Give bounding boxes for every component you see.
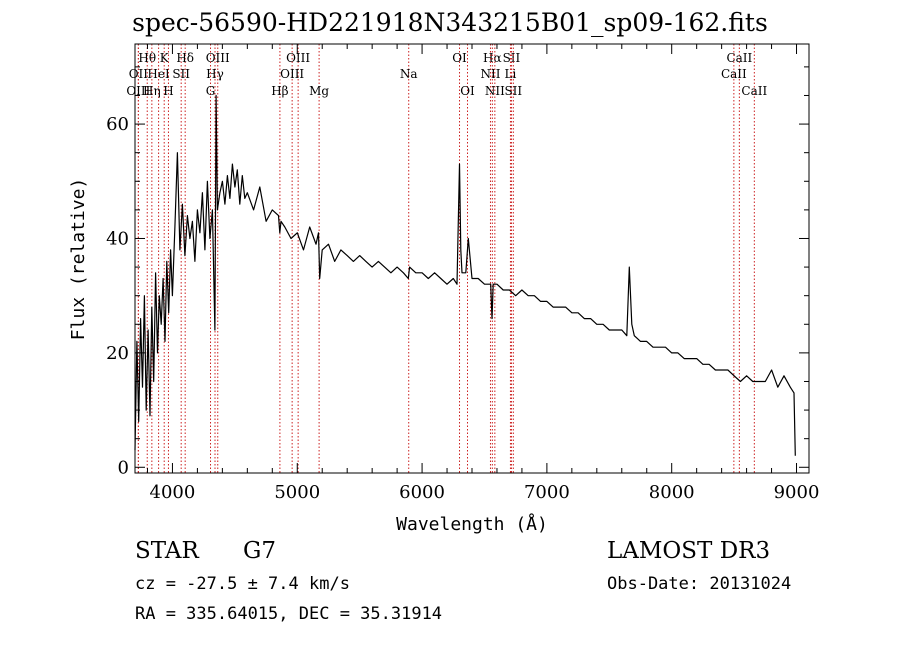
- line-marker-label: SII: [504, 84, 522, 98]
- x-tick-label: 4000: [150, 482, 196, 503]
- y-tick-label: 0: [118, 457, 129, 478]
- line-marker-label: SII: [172, 67, 190, 81]
- line-marker-label: K: [160, 51, 170, 65]
- x-tick-label: 5000: [274, 482, 320, 503]
- redshift-cz: cz = -27.5 ± 7.4 km/s: [135, 574, 350, 594]
- object-subclass: G7: [243, 538, 277, 564]
- line-marker-label: Hβ: [271, 84, 288, 98]
- survey-name: LAMOST DR3: [607, 538, 771, 564]
- y-tick-label: 20: [106, 343, 129, 364]
- y-tick-label: 60: [106, 114, 129, 135]
- object-class: STAR: [135, 538, 199, 564]
- x-axis-label: Wavelength (Å): [396, 513, 548, 535]
- line-marker-label: Li: [505, 67, 517, 81]
- line-marker-label: G: [206, 84, 216, 98]
- line-marker-label: Mg: [309, 84, 329, 98]
- line-marker-label: Hδ: [176, 51, 194, 65]
- y-axis-label: Flux (relative): [68, 178, 89, 341]
- chart-title: spec-56590-HD221918N343215B01_sp09-162.f…: [132, 8, 768, 37]
- line-marker-label: Hα: [483, 51, 502, 65]
- line-marker-label: Hη: [143, 84, 161, 98]
- line-marker-label: CaII: [741, 84, 767, 98]
- observation-date: Obs-Date: 20131024: [607, 574, 792, 594]
- line-marker-label: OI: [452, 51, 467, 65]
- line-marker-label: H: [163, 84, 173, 98]
- x-tick-label: 9000: [774, 482, 820, 503]
- line-marker-label: SII: [503, 51, 521, 65]
- x-tick-label: 7000: [524, 482, 570, 503]
- x-tick-label: 6000: [399, 482, 445, 503]
- line-marker-label: OII: [129, 67, 149, 81]
- line-marker-label: Hθ: [138, 51, 156, 65]
- line-marker-label: OIII: [206, 51, 230, 65]
- ra-dec-coordinates: RA = 335.64015, DEC = 35.31914: [135, 604, 443, 624]
- line-marker-label: Hγ: [206, 67, 224, 81]
- line-marker-label: NII: [485, 84, 505, 98]
- spectrum-line: [134, 94, 796, 456]
- line-marker-label: HeI: [147, 67, 170, 81]
- plot-frame: [134, 43, 810, 474]
- line-marker-label: Na: [400, 67, 418, 81]
- x-tick-label: 8000: [649, 482, 695, 503]
- line-marker-label: CaII: [726, 51, 752, 65]
- line-marker-label: OIII: [126, 84, 150, 98]
- line-marker-label: OI: [460, 84, 475, 98]
- line-marker-label: NII: [480, 67, 500, 81]
- y-tick-label: 40: [106, 228, 129, 249]
- line-marker-label: CaII: [721, 67, 747, 81]
- line-marker-label: OIII: [286, 51, 310, 65]
- line-marker-label: OIII: [280, 67, 304, 81]
